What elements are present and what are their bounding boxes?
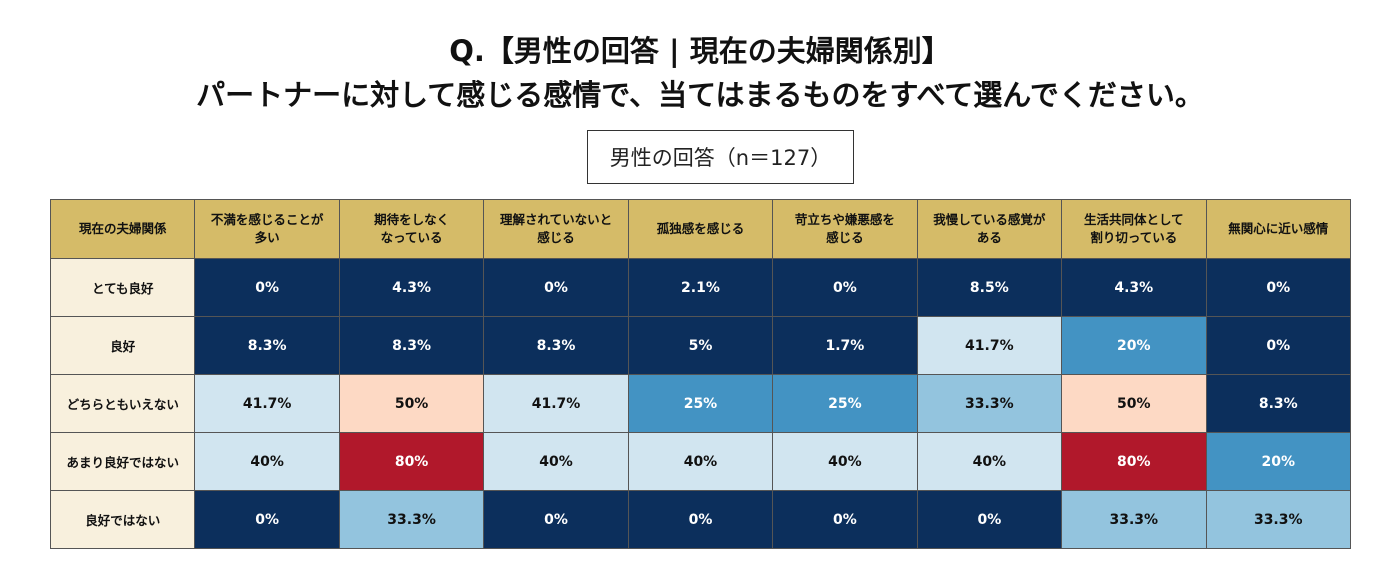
- heatmap-cell: 0%: [772, 490, 918, 549]
- heatmap-cell: 33.3%: [916, 374, 1063, 433]
- heatmap-cell: 80%: [1061, 432, 1207, 491]
- table-row: とても良好 0% 4.3% 0% 2.1% 0% 8.5% 4.3% 0%: [49, 258, 1351, 317]
- heatmap-cell: 33.3%: [338, 490, 485, 549]
- heatmap-cell: 5%: [627, 316, 774, 375]
- heatmap-cell: 40%: [627, 432, 774, 491]
- heatmap-cell: 20%: [1061, 316, 1207, 375]
- row-label: とても良好: [49, 258, 196, 317]
- heatmap-cell: 0%: [1205, 258, 1351, 317]
- heatmap-cell: 33.3%: [1061, 490, 1207, 549]
- table-row: あまり良好ではない 40% 80% 40% 40% 40% 40% 80% 20%: [49, 432, 1351, 491]
- column-header: 不満を感じることが 多い: [194, 199, 340, 259]
- heatmap-cell: 25%: [627, 374, 774, 433]
- heatmap-cell: 50%: [1061, 374, 1207, 433]
- heatmap-cell: 0%: [194, 490, 340, 549]
- heatmap-cell: 0%: [1205, 316, 1351, 375]
- heatmap-cell: 0%: [916, 490, 1063, 549]
- column-header: 苛立ちや嫌悪感を 感じる: [772, 199, 918, 259]
- heatmap-cell: 50%: [338, 374, 485, 433]
- row-label: 良好: [49, 316, 196, 375]
- column-header: 理解されていないと 感じる: [483, 199, 629, 259]
- heatmap-table: 現在の夫婦関係 不満を感じることが 多い 期待をしなく なっている 理解されていないと 感じ…: [49, 199, 1351, 549]
- heatmap-cell: 4.3%: [338, 258, 485, 317]
- title-line1: Q.【男性の回答 | 現在の夫婦関係別】: [449, 34, 951, 68]
- heatmap-cell: 0%: [483, 490, 629, 549]
- row-label: 良好ではない: [49, 490, 196, 549]
- corner-header: 現在の夫婦関係: [49, 199, 196, 259]
- heatmap-cell: 40%: [194, 432, 340, 491]
- heatmap-cell: 1.7%: [772, 316, 918, 375]
- heatmap-cell: 41.7%: [194, 374, 340, 433]
- subtitle-box: 男性の回答（n＝127）: [587, 130, 854, 184]
- heatmap-cell: 40%: [916, 432, 1063, 491]
- heatmap-cell: 0%: [483, 258, 629, 317]
- heatmap-cell: 8.3%: [338, 316, 485, 375]
- title-line2: パートナーに対して感じる感情で、当てはまるものをすべて選んでください。: [196, 78, 1204, 112]
- heatmap-cell: 80%: [338, 432, 485, 491]
- row-label: あまり良好ではない: [49, 432, 196, 491]
- heatmap-cell: 25%: [772, 374, 918, 433]
- heatmap-cell: 8.3%: [194, 316, 340, 375]
- heatmap-cell: 8.5%: [916, 258, 1063, 317]
- heatmap-cell: 40%: [483, 432, 629, 491]
- heatmap-cell: 4.3%: [1061, 258, 1207, 317]
- column-header: 期待をしなく なっている: [338, 199, 485, 259]
- column-header: 生活共同体として 割り切っている: [1061, 199, 1207, 259]
- heatmap-cell: 0%: [194, 258, 340, 317]
- heatmap-cell: 41.7%: [483, 374, 629, 433]
- heatmap-cell: 0%: [627, 490, 774, 549]
- table-row: どちらともいえない 41.7% 50% 41.7% 25% 25% 33.3% 50% 8.3%: [49, 374, 1351, 433]
- table-row: 良好 8.3% 8.3% 8.3% 5% 1.7% 41.7% 20% 0%: [49, 316, 1351, 375]
- column-header: 無関心に近い感情: [1205, 199, 1351, 259]
- heatmap-cell: 8.3%: [483, 316, 629, 375]
- heatmap-cell: 41.7%: [916, 316, 1063, 375]
- heatmap-cell: 40%: [772, 432, 918, 491]
- heatmap-cell: 8.3%: [1205, 374, 1351, 433]
- row-label: どちらともいえない: [49, 374, 196, 433]
- column-header: 孤独感を感じる: [627, 199, 774, 259]
- column-header: 我慢している感覚が ある: [916, 199, 1063, 259]
- heatmap-cell: 33.3%: [1205, 490, 1351, 549]
- table-row: 良好ではない 0% 33.3% 0% 0% 0% 0% 33.3% 33.3%: [49, 490, 1351, 549]
- heatmap-cell: 2.1%: [627, 258, 774, 317]
- heatmap-cell: 20%: [1205, 432, 1351, 491]
- heatmap-cell: 0%: [772, 258, 918, 317]
